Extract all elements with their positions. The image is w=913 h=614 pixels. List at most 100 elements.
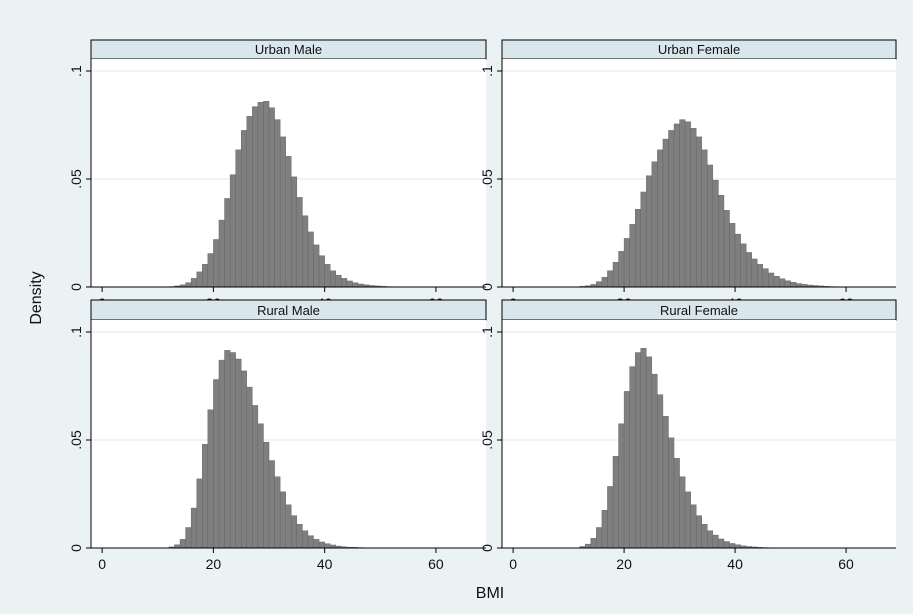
- histogram-bar: [285, 156, 292, 288]
- histogram-bar: [679, 119, 686, 288]
- histogram-bar: [673, 458, 680, 549]
- x-tick-label: 40: [727, 556, 743, 572]
- histogram-bar: [252, 405, 259, 549]
- panel-title: Rural Female: [660, 303, 738, 318]
- histogram-bar: [779, 278, 786, 288]
- histogram-bar: [662, 416, 669, 549]
- histogram-bar: [646, 175, 653, 288]
- histogram-bar: [202, 444, 209, 549]
- histogram-bar: [335, 274, 342, 288]
- histogram-bar: [268, 107, 275, 288]
- histogram-bar: [241, 130, 247, 288]
- histogram-bar: [274, 476, 281, 549]
- histogram-bar: [274, 119, 281, 288]
- histogram-bar: [712, 534, 719, 549]
- histogram-bar: [268, 460, 275, 549]
- histogram-bar: [318, 541, 325, 549]
- histogram-bar: [252, 106, 259, 288]
- panel-rural-male: Rural Male 0 20 40 60 0 .05 .1: [68, 299, 487, 572]
- histogram-bar: [784, 280, 791, 288]
- histogram-bar: [618, 251, 625, 288]
- y-tick-label: .1: [68, 326, 84, 338]
- histogram-bar: [679, 476, 686, 549]
- histogram-bar: [257, 423, 264, 549]
- histogram-bar: [224, 198, 231, 288]
- histogram-bar: [590, 538, 597, 549]
- x-tick-label: 40: [317, 556, 333, 572]
- histogram-bar: [601, 277, 608, 288]
- y-tick-label: .05: [68, 169, 84, 189]
- histogram-bar: [640, 191, 647, 288]
- histogram-bar: [224, 350, 231, 549]
- histogram-bar: [657, 149, 664, 288]
- histogram-bar: [668, 130, 675, 288]
- y-tick-label: .05: [479, 430, 495, 450]
- y-tick-label: 0: [68, 544, 84, 552]
- histogram-bar: [751, 258, 758, 288]
- histogram-bar: [723, 210, 730, 288]
- histogram-bar: [296, 524, 303, 549]
- panels-layer: Urban Male 0 20 40 60 0 .05 .1 Urban Female 0 20 40…: [68, 39, 897, 572]
- histogram-bar: [241, 370, 247, 549]
- histogram-bar: [179, 539, 186, 549]
- histogram-bar: [585, 543, 591, 549]
- histogram-bar: [773, 276, 780, 288]
- histogram-bar: [341, 278, 348, 288]
- histogram-bar: [734, 233, 741, 288]
- histogram-bar: [745, 252, 752, 288]
- histogram-bar: [196, 271, 203, 288]
- histogram-bar: [707, 530, 714, 549]
- histogram-bar: [207, 253, 214, 288]
- y-tick-label: 0: [479, 544, 495, 552]
- x-tick-label: 20: [206, 556, 222, 572]
- histogram-bar: [684, 491, 691, 549]
- panel-title: Rural Male: [257, 303, 320, 318]
- histogram-bar: [190, 507, 197, 549]
- histogram-bar: [229, 174, 236, 288]
- histogram-bar: [701, 524, 708, 549]
- y-tick-label: .1: [479, 65, 495, 77]
- histogram-bar: [263, 441, 270, 549]
- histogram-bar: [601, 510, 608, 549]
- histogram-bar: [757, 264, 764, 288]
- y-tick-label: .05: [68, 430, 84, 450]
- x-axis-title: BMI: [476, 585, 504, 602]
- y-tick-label: .05: [479, 169, 495, 189]
- histogram-bar: [790, 282, 797, 288]
- y-tick-label: 0: [479, 283, 495, 291]
- x-tick-label: 20: [616, 556, 632, 572]
- histogram-bar: [718, 538, 725, 549]
- histogram-bar: [263, 101, 270, 288]
- histogram-bar: [213, 239, 220, 288]
- histogram-bar: [313, 539, 320, 549]
- histogram-bar: [712, 179, 719, 288]
- histogram-bar: [318, 255, 325, 288]
- histogram-bar: [646, 356, 653, 549]
- histogram-bar: [235, 358, 242, 549]
- histogram-bar: [612, 261, 619, 288]
- histogram-bar: [768, 272, 775, 288]
- histogram-bar: [690, 504, 697, 549]
- histogram-bar: [307, 535, 314, 549]
- y-tick-label: .1: [68, 65, 84, 77]
- histogram-bar: [618, 423, 625, 549]
- histogram-bar: [302, 530, 309, 549]
- histogram-bar: [185, 527, 192, 549]
- histogram-bar: [684, 121, 691, 288]
- histogram-bar: [668, 437, 675, 549]
- y-tick-label: .1: [479, 326, 495, 338]
- histogram-bar: [623, 391, 630, 549]
- histogram-bar: [673, 123, 680, 288]
- histogram-bar: [296, 197, 303, 288]
- histogram-bar: [229, 352, 236, 549]
- histogram-bar: [640, 348, 647, 549]
- histogram-bar: [657, 394, 664, 549]
- histogram-bar: [307, 231, 314, 288]
- histogram-bar: [596, 527, 603, 549]
- histogram-bar: [196, 478, 203, 549]
- histogram-bar: [723, 541, 730, 549]
- histogram-bar: [795, 283, 802, 288]
- histogram-bar: [707, 164, 714, 288]
- histogram-bar: [257, 102, 264, 288]
- y-tick-label: 0: [68, 283, 84, 291]
